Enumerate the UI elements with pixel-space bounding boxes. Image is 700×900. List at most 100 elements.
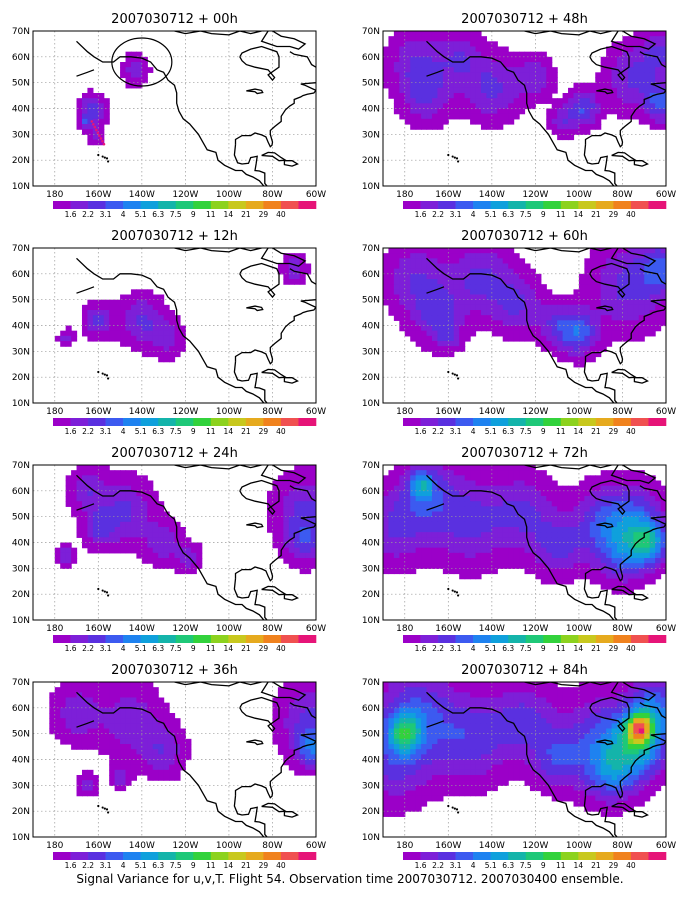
field-cell [589,496,596,502]
field-cell [546,501,553,507]
field-cell [622,537,629,544]
field-cell [508,687,515,693]
field-cell [557,573,564,580]
field-cell [649,299,656,306]
field-cell [426,341,433,347]
field-cell [491,692,498,699]
field-cell [513,98,520,104]
field-cell [141,62,148,68]
field-cell [431,315,439,321]
field-cell [617,687,624,693]
field-cell [497,496,504,502]
field-cell [448,713,455,719]
field-cell [459,475,466,482]
field-cell [152,723,159,730]
field-cell [519,330,526,337]
field-cell [299,563,306,569]
field-cell [475,563,482,569]
field-cell [163,356,170,363]
field-cell [415,315,422,321]
field-cell [272,542,279,549]
field-cell [524,568,531,575]
field-cell [508,273,515,280]
field-cell [649,72,656,79]
field-cell [480,713,487,719]
field-cell [459,697,466,704]
field-cell [152,718,159,724]
field-cell [540,547,547,554]
field-cell [627,108,634,115]
field-cell [453,268,460,275]
field-cell [141,351,148,358]
field-cell [475,573,482,580]
field-cell [448,279,455,285]
field-cell [595,516,602,523]
field-cell [578,330,585,337]
field-cell [475,687,482,693]
field-cell [519,304,526,311]
field-cell [459,87,466,94]
field-cell [125,470,132,476]
field-cell [617,496,624,502]
field-cell [508,87,515,94]
field-cell [415,558,422,564]
field-cell [649,558,656,564]
field-cell [475,118,482,125]
field-cell [87,707,94,714]
field-cell [71,511,78,518]
field-cell [71,475,78,482]
field-cell [502,563,509,569]
field-cell [600,573,607,580]
field-cell [305,470,312,476]
field-cell [633,77,640,84]
field-cell [491,558,498,564]
field-cell [595,124,602,130]
field-cell [437,527,444,533]
field-cell [600,253,607,259]
field-cell [179,547,186,554]
lon-tick-label: 100W [566,407,592,417]
field-cell [502,263,509,270]
field-cell [179,527,186,533]
field-cell [421,465,428,471]
field-cell [551,542,558,549]
field-cell [551,558,558,564]
field-cell [459,501,466,507]
lat-tick-label: 70N [362,461,380,471]
field-cell [431,93,439,99]
field-cell [508,304,515,311]
field-cell [415,527,422,533]
field-cell [638,46,645,53]
field-cell [431,284,439,290]
field-cell [464,325,471,332]
field-cell [606,573,613,580]
field-cell [578,289,585,296]
field-cell [272,480,279,487]
field-cell [294,532,301,538]
field-cell [595,537,602,544]
field-cell [448,248,455,254]
field-cell [437,682,444,688]
coastline [76,682,316,837]
field-cell [453,113,460,120]
field-cell [103,501,110,507]
field-cell [535,490,542,497]
field-cell [305,754,312,761]
colorbar-swatch [490,201,509,209]
field-cell [578,320,585,327]
field-cell [475,289,482,296]
field-cell [283,501,290,507]
field-cell [81,98,89,104]
field-cell [486,713,493,719]
field-cell [578,692,585,699]
field-cell [606,304,613,311]
field-cell [283,692,290,699]
field-cell [147,496,154,502]
colorbar-label: 5.1 [135,861,147,870]
field-cell [399,279,406,285]
field-cell [163,552,170,559]
field-cell [421,532,428,538]
field-cell [383,697,390,704]
field-cell [81,124,89,130]
field-cell [60,733,67,740]
